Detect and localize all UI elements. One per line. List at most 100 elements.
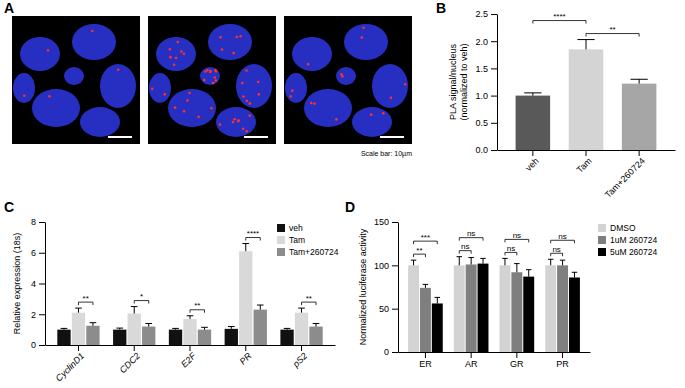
error-bar [437, 297, 438, 303]
pla-dot [237, 119, 240, 122]
plot-marks [57, 244, 322, 345]
y-tick-label: 0 [31, 340, 36, 350]
error-bar [260, 305, 261, 310]
legend-swatch [277, 236, 285, 244]
pla-dot [360, 36, 363, 39]
pla-dot [117, 68, 120, 71]
error-bar-cap [131, 306, 138, 307]
x-tick: CDC2 [118, 345, 142, 375]
nucleus [208, 24, 252, 60]
pla-dot [232, 121, 235, 124]
y-axis: 050100150 [374, 217, 399, 357]
y-tick: 50 [379, 304, 398, 314]
error-bar-cap [572, 272, 577, 273]
error-bar-cap [457, 256, 462, 257]
pla-dot [370, 113, 373, 116]
error-bar-cap [514, 263, 519, 264]
bar [408, 265, 419, 352]
error-bar-cap [502, 258, 507, 259]
pla-dot [209, 71, 212, 74]
nucleus [20, 37, 60, 71]
error-bar-cap [257, 305, 264, 306]
error-bar [528, 270, 529, 277]
x-tick-label: ER [419, 359, 432, 369]
y-tick-label: 0.5 [475, 118, 488, 128]
pla-dot [23, 94, 26, 97]
pla-dot [176, 41, 179, 44]
y-tick-label: 1.5 [475, 64, 488, 74]
error-bar-cap [411, 260, 416, 261]
x-tick-mark [532, 150, 533, 156]
y-tick-mark [491, 150, 497, 151]
y-axis-title: (normalized to veh) [459, 43, 469, 120]
micrograph [148, 16, 276, 144]
y-tick: 6 [31, 248, 45, 258]
figure-svg: AScale bar: 10µmB0.00.51.01.52.02.5vehTa… [0, 0, 685, 388]
error-bar-cap [526, 269, 531, 270]
x-tick: veh [523, 150, 540, 173]
pla-dot [313, 102, 316, 105]
pla-dot [183, 53, 186, 56]
scale-bar [108, 136, 132, 138]
x-tick: E2F [179, 345, 198, 370]
y-axis-line [45, 223, 46, 346]
bar [183, 319, 196, 345]
bar [622, 84, 657, 150]
x-tick-label: GR [510, 359, 524, 369]
x-tick-mark [562, 352, 563, 358]
error-bar-cap [577, 39, 594, 40]
bar [523, 277, 534, 352]
pla-dot [175, 57, 178, 60]
pla-dot [212, 82, 215, 85]
legend-entry: 5uM 260724 [598, 247, 658, 257]
x-tick-label: pS2 [290, 351, 309, 370]
nucleus [200, 67, 220, 85]
y-tick-label: 2.5 [475, 9, 488, 19]
x-tick-label: E2F [179, 350, 198, 369]
significance-label: ** [306, 294, 312, 303]
x-tick: PR [556, 352, 569, 369]
legend-swatch [277, 224, 285, 232]
error-bar-cap [423, 284, 428, 285]
y-tick: 2.5 [475, 9, 497, 19]
y-axis-title: Relative expression (18s) [12, 233, 22, 335]
legend-label: Tam+260724 [289, 247, 339, 257]
x-tick: Tam [575, 150, 594, 175]
x-tick-label: AR [465, 359, 478, 369]
error-bar-cap [228, 326, 235, 327]
y-axis: 02468 [31, 217, 46, 350]
pla-dot [242, 127, 245, 130]
pla-dot [232, 52, 235, 55]
pla-dot [219, 36, 222, 39]
significance-label: ** [609, 25, 615, 34]
bar [478, 264, 489, 352]
bar [86, 326, 99, 345]
pla-dot [204, 70, 207, 73]
error-bar-cap [242, 243, 249, 244]
x-axis: vehTamTam+260724 [498, 150, 676, 200]
nucleus [352, 107, 392, 137]
scale-caption: Scale bar: 10µm [361, 150, 412, 158]
y-tick-label: 0.0 [475, 145, 488, 155]
error-bar [471, 258, 472, 265]
pla-dot [173, 63, 176, 66]
nucleus [292, 37, 332, 71]
pla-dot [245, 130, 248, 133]
y-tick-label: 50 [379, 304, 389, 314]
scale-bar [380, 136, 404, 138]
significance-label: *** [421, 233, 430, 242]
y-tick-label: 150 [374, 217, 389, 227]
x-axis: ER AR GR PR [399, 352, 591, 369]
y-axis-title: PLA signal/nucleus [448, 43, 458, 120]
y-tick-label: 8 [31, 217, 36, 227]
panel-label: C [4, 199, 14, 215]
error-bar [425, 284, 426, 287]
legend-entry: veh [277, 223, 303, 233]
nucleus [100, 64, 136, 108]
error-bar-cap [145, 323, 152, 324]
plot-marks [516, 40, 657, 150]
x-tick-mark [471, 352, 472, 358]
significance-label: ns [467, 229, 475, 238]
micrograph-background [284, 16, 412, 144]
pla-dot [183, 110, 186, 113]
